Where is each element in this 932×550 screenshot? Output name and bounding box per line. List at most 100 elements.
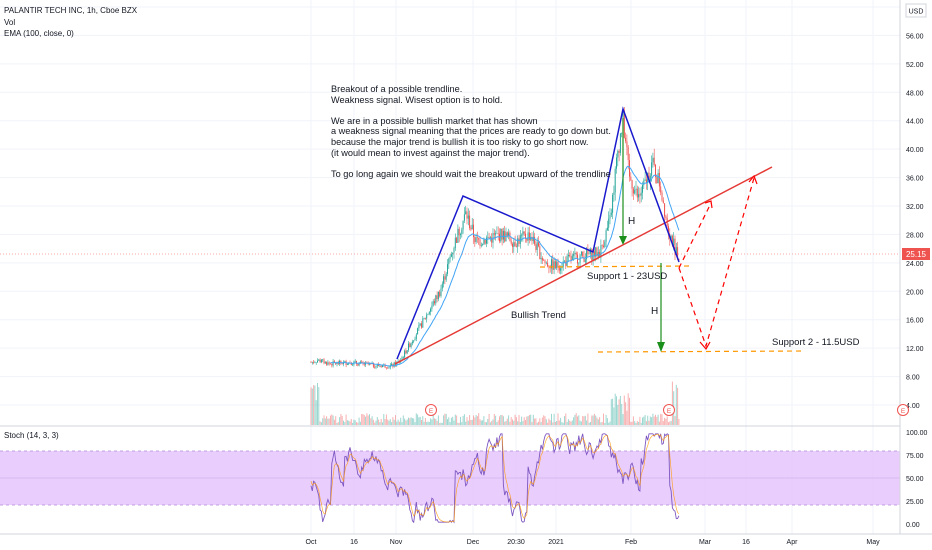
volume-bar bbox=[323, 415, 325, 425]
earnings-marker-2[interactable]: E bbox=[663, 404, 675, 416]
candle-body bbox=[570, 255, 572, 260]
volume-bar bbox=[450, 417, 452, 425]
volume-bar bbox=[604, 422, 606, 425]
volume-bar bbox=[543, 415, 545, 425]
candle-body bbox=[538, 242, 539, 247]
candle-body bbox=[475, 237, 477, 243]
candle-body bbox=[634, 190, 636, 194]
stoch-label[interactable]: Stoch (14, 3, 3) bbox=[4, 431, 59, 440]
candle-body bbox=[544, 260, 546, 263]
volume-bar bbox=[388, 420, 390, 425]
volume-bar bbox=[631, 421, 633, 425]
candle-body bbox=[456, 237, 458, 243]
volume-bar bbox=[496, 422, 498, 425]
time-tick: 2021 bbox=[548, 539, 564, 546]
volume-bar bbox=[565, 413, 567, 425]
volume-bar bbox=[349, 421, 351, 425]
volume-bar bbox=[343, 420, 344, 425]
candle-body bbox=[612, 194, 614, 213]
volume-bar bbox=[530, 414, 532, 425]
candle-body bbox=[328, 362, 330, 364]
volume-bar bbox=[335, 416, 337, 425]
volume-bar bbox=[344, 422, 346, 425]
pattern-lines bbox=[396, 106, 680, 360]
volume-bar bbox=[448, 417, 450, 425]
candle-body bbox=[636, 188, 638, 198]
volume-bar bbox=[436, 420, 438, 425]
volume-bar bbox=[497, 420, 499, 425]
candle-body bbox=[392, 363, 394, 367]
volume-bar bbox=[369, 414, 370, 425]
price-tick: 24.00 bbox=[906, 261, 924, 268]
volume-bar bbox=[504, 421, 506, 425]
candle-body bbox=[606, 227, 608, 231]
candle-body bbox=[418, 325, 420, 329]
volume-bar bbox=[658, 421, 660, 425]
volume-bar bbox=[452, 416, 454, 425]
time-tick: Dec bbox=[467, 539, 480, 546]
symbol-title[interactable]: PALANTIR TECH INC, 1h, Cboe BZX bbox=[4, 6, 138, 15]
volume-bar bbox=[618, 399, 620, 425]
volume-bar bbox=[515, 417, 517, 425]
volume-bar bbox=[601, 421, 603, 425]
candle-body bbox=[388, 367, 390, 368]
volume-bar bbox=[404, 418, 406, 425]
volume-bar bbox=[462, 415, 464, 425]
earnings-marker-1[interactable]: E bbox=[425, 404, 437, 416]
candle-body bbox=[517, 238, 519, 247]
candle-body bbox=[501, 228, 503, 240]
candle-body bbox=[513, 242, 515, 247]
price-tick: 44.00 bbox=[906, 119, 924, 126]
price-tick: 48.00 bbox=[906, 90, 924, 97]
volume-bar bbox=[566, 421, 568, 425]
earnings-marker-3[interactable]: E bbox=[897, 404, 909, 416]
volume-bar bbox=[318, 387, 320, 425]
candle-body bbox=[431, 305, 433, 309]
candle-body bbox=[604, 241, 606, 247]
candle-body bbox=[380, 365, 382, 368]
candle-body bbox=[432, 301, 434, 306]
volume-bar bbox=[505, 420, 507, 425]
volume-bar bbox=[678, 418, 680, 425]
volume-bar bbox=[541, 417, 543, 425]
volume-bar bbox=[439, 422, 441, 425]
candle-body bbox=[493, 233, 495, 235]
volume-bar bbox=[330, 415, 331, 425]
volume-bar bbox=[539, 418, 541, 425]
candle-body bbox=[405, 350, 407, 354]
candle-body bbox=[601, 245, 603, 246]
volume-bar bbox=[470, 419, 472, 425]
candle-body bbox=[662, 200, 664, 204]
candle-body bbox=[548, 266, 550, 268]
candle-body bbox=[449, 256, 451, 259]
volume-bar bbox=[606, 418, 608, 425]
volume-bar bbox=[374, 422, 376, 425]
candle-body bbox=[618, 150, 620, 153]
candle-body bbox=[586, 250, 588, 260]
price-tick: 20.00 bbox=[906, 289, 924, 296]
ema-label[interactable]: EMA (100, close, 0) bbox=[4, 29, 74, 38]
volume-bar bbox=[423, 421, 425, 425]
volume-bar bbox=[553, 413, 555, 425]
volume-bar bbox=[510, 417, 512, 425]
candle-body bbox=[627, 147, 629, 161]
volume-bar bbox=[597, 419, 599, 425]
volume-bar bbox=[556, 421, 558, 425]
volume-bar bbox=[339, 417, 341, 425]
candle-body bbox=[406, 350, 408, 354]
candle-body bbox=[326, 361, 328, 365]
candle-body bbox=[626, 141, 628, 148]
candle-body bbox=[344, 361, 346, 362]
volume-bar bbox=[422, 416, 424, 425]
candle-body bbox=[496, 233, 498, 234]
time-tick: 20:30 bbox=[507, 539, 525, 546]
vol-label[interactable]: Vol bbox=[4, 18, 16, 27]
volume-bar bbox=[551, 413, 552, 425]
candle-body bbox=[462, 220, 464, 230]
candle-body bbox=[414, 338, 416, 341]
candle-body bbox=[491, 237, 493, 243]
volume-bar bbox=[574, 414, 576, 425]
candle-body bbox=[564, 260, 565, 262]
candle-body bbox=[621, 132, 623, 134]
